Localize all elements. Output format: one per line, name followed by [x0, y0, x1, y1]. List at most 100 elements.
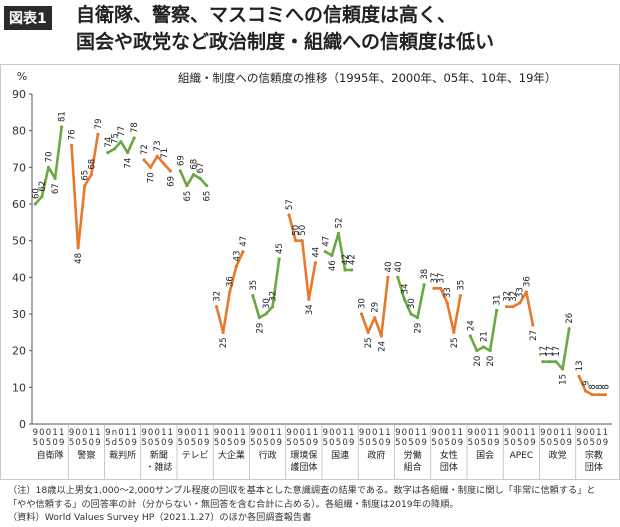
year-tick-bottom: 5 [82, 438, 87, 448]
year-tick-bottom: 5 [590, 438, 595, 448]
category-label: 自衛隊 [37, 449, 64, 461]
year-tick-bottom: 0 [234, 438, 239, 448]
year-tick-top: 0 [402, 428, 407, 438]
data-point [76, 246, 80, 250]
data-point [228, 290, 232, 294]
year-tick-top: 1 [603, 428, 608, 438]
year-tick-top: 1 [524, 428, 529, 438]
data-label: 30 [407, 298, 417, 309]
data-point [168, 169, 173, 173]
data-point [307, 297, 311, 301]
data-label: 60 [31, 188, 41, 199]
year-tick-top: 1 [52, 428, 57, 438]
data-label: 21 [479, 331, 489, 342]
data-label: 65 [203, 191, 213, 202]
data-label: 31 [493, 295, 503, 306]
year-tick-bottom: 5 [250, 438, 255, 448]
data-point [366, 330, 370, 334]
category-label: 国連 [331, 449, 349, 461]
year-tick-bottom: 9 [421, 438, 426, 448]
year-tick-top: 0 [191, 428, 196, 438]
year-tick-bottom: 0 [415, 438, 420, 448]
data-label: 29 [414, 323, 424, 334]
year-tick-bottom: 5 [178, 438, 183, 448]
year-tick-bottom: 0 [342, 438, 347, 448]
category-label: 裁判所 [109, 449, 136, 461]
year-tick-bottom: 0 [596, 438, 601, 448]
data-point [402, 297, 406, 301]
category-label: 環境保 [290, 449, 317, 461]
data-label: 62 [38, 181, 48, 192]
y-tick-label: 80 [12, 125, 26, 138]
y-tick-label: 10 [12, 381, 26, 394]
year-tick-top: 1 [161, 428, 166, 438]
data-label: 65 [81, 170, 91, 181]
year-tick-top: 9 [141, 428, 146, 438]
data-point [560, 367, 565, 371]
data-point [409, 312, 413, 316]
data-point [149, 165, 153, 169]
year-tick-top: 0 [445, 428, 450, 438]
trust-line-chart: %01020304050607080909500051019自衛隊9500051… [12, 70, 612, 479]
series-line [70, 133, 100, 250]
headline-line-1: 自衛隊、警察、マスコミへの信頼度は高く、 [76, 4, 457, 26]
year-tick-top: 1 [306, 428, 311, 438]
year-tick-bottom: 9 [530, 438, 535, 448]
data-label: 47 [321, 236, 331, 247]
data-point [373, 316, 377, 320]
year-tick-top: 9 [431, 428, 436, 438]
data-label: 69 [166, 176, 176, 187]
year-tick-bottom: 5 [336, 438, 341, 448]
year-tick-top: 1 [168, 428, 173, 438]
year-tick-top: 0 [590, 428, 595, 438]
data-point [386, 275, 390, 279]
data-point [323, 250, 327, 254]
data-point [577, 374, 581, 378]
year-tick-bottom: 5 [227, 438, 232, 448]
year-tick-bottom: 0 [451, 438, 456, 448]
data-point [155, 154, 159, 158]
year-tick-top: 9 [178, 428, 183, 438]
data-point [214, 305, 219, 309]
data-label: 35 [456, 280, 466, 291]
year-tick-bottom: 0 [89, 438, 94, 448]
data-point [313, 261, 318, 265]
data-label: 65 [183, 191, 193, 202]
y-tick-label: 90 [12, 88, 26, 101]
data-label: 75 [110, 133, 120, 144]
category-label: 護団体 [290, 461, 317, 473]
year-tick-bottom: 9 [240, 438, 245, 448]
year-tick-top: 1 [234, 428, 239, 438]
data-label: 30 [262, 298, 272, 309]
data-label: 32 [503, 291, 513, 302]
year-tick-top: 0 [75, 428, 80, 438]
category-label: 労働 [404, 449, 422, 461]
year-tick-bottom: 0 [161, 438, 166, 448]
data-point [445, 301, 449, 305]
category-label: ・雑誌 [145, 461, 172, 473]
data-label: 38 [420, 269, 430, 280]
data-point [504, 305, 509, 309]
data-point [300, 239, 304, 243]
year-tick-bottom: 0 [474, 438, 479, 448]
year-tick-bottom: 0 [52, 438, 57, 448]
year-tick-bottom: d [112, 438, 117, 448]
data-point [33, 202, 37, 206]
data-point [547, 360, 551, 364]
year-tick-bottom: 5 [286, 438, 291, 448]
year-tick-top: 0 [547, 428, 552, 438]
data-point [60, 125, 64, 129]
data-label: 33 [443, 287, 453, 298]
year-tick-top: 9 [540, 428, 545, 438]
category-label: 宗教 [585, 449, 603, 461]
year-tick-top: 0 [408, 428, 413, 438]
year-tick-top: 1 [415, 428, 420, 438]
category-label: 団体 [585, 461, 603, 473]
year-tick-bottom: 5 [540, 438, 545, 448]
data-label: 17 [545, 346, 555, 357]
data-label: 35 [249, 280, 259, 291]
category-label: APEC [510, 451, 534, 461]
year-tick-top: 0 [481, 428, 486, 438]
category-label: 行政 [259, 449, 277, 461]
category-label: 大企業 [218, 449, 245, 461]
